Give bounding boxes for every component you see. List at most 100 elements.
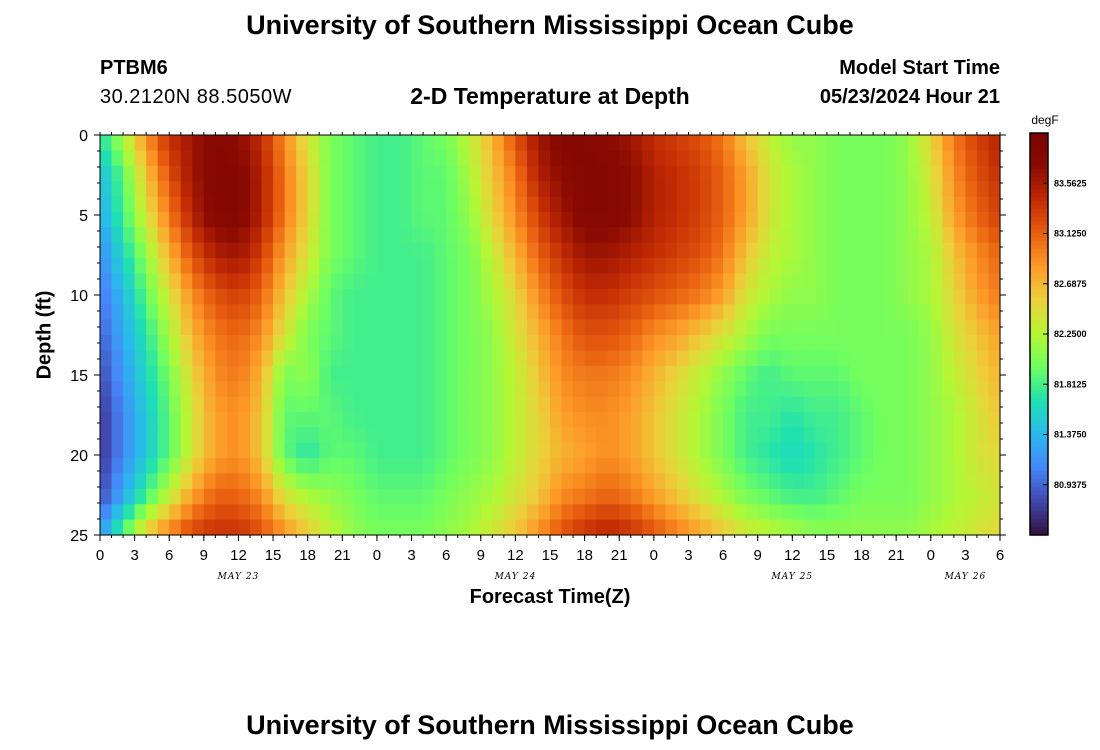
heatmap-cell [953, 458, 966, 475]
heatmap-cell [273, 211, 286, 228]
heatmap-cell [711, 273, 724, 290]
heatmap-cell [411, 488, 424, 505]
heatmap-cell [734, 396, 747, 413]
heatmap-cell [330, 288, 343, 305]
heatmap-cell [896, 181, 909, 198]
heatmap-cell [215, 504, 228, 521]
heatmap-cell [123, 288, 136, 305]
heatmap-cell [330, 427, 343, 444]
heatmap-cell [953, 381, 966, 398]
heatmap-cell [838, 304, 851, 321]
heatmap-cell [146, 519, 159, 536]
heatmap-cell [273, 304, 286, 321]
heatmap-cell [976, 473, 990, 490]
heatmap-cell [884, 458, 897, 475]
heatmap-cell [457, 165, 470, 182]
heatmap-cell [584, 365, 597, 382]
heatmap-cell [907, 135, 920, 151]
heatmap-cell [134, 504, 147, 521]
heatmap-cell [676, 427, 690, 444]
heatmap-cell [873, 473, 886, 490]
heatmap-cell [723, 442, 736, 459]
heatmap-cell [838, 135, 851, 151]
heatmap-cell [215, 258, 228, 275]
heatmap-cell [250, 165, 263, 182]
heatmap-cell [319, 150, 332, 167]
heatmap-cell [515, 396, 528, 413]
heatmap-cell [723, 181, 736, 198]
colorbar-segment [1030, 273, 1048, 279]
heatmap-cell [250, 319, 263, 336]
heatmap-cell [896, 365, 909, 382]
heatmap-cell [503, 242, 516, 259]
heatmap-cell [561, 442, 574, 459]
colorbar-segment [1030, 486, 1048, 492]
heatmap-cell [711, 519, 724, 536]
heatmap-cell [180, 242, 193, 259]
heatmap-cell [353, 242, 366, 259]
heatmap-cell [711, 304, 724, 321]
heatmap-cell [203, 381, 216, 398]
heatmap-cell [503, 150, 516, 167]
colorbar-segment [1030, 245, 1048, 251]
heatmap-cell [180, 504, 193, 521]
heatmap-cell [815, 350, 828, 367]
heatmap-cell [226, 365, 240, 382]
heatmap-cell [526, 473, 540, 490]
heatmap-cell [273, 135, 286, 151]
heatmap-cell [942, 427, 955, 444]
heatmap-cell [180, 319, 193, 336]
heatmap-cell [861, 335, 874, 351]
heatmap-cell [446, 396, 459, 413]
heatmap-cell [307, 150, 320, 167]
heatmap-cell [976, 350, 990, 367]
heatmap-cell [388, 196, 401, 213]
colorbar-segment [1030, 269, 1048, 275]
heatmap-cell [630, 335, 643, 351]
heatmap-cell [665, 335, 678, 351]
heatmap-cell [930, 135, 943, 151]
colorbar-segment [1030, 334, 1048, 339]
heatmap-cell [538, 227, 551, 244]
heatmap-cell [826, 135, 840, 151]
heatmap-cell [746, 488, 759, 505]
heatmap-cell [526, 504, 540, 521]
heatmap-cell [180, 396, 193, 413]
colorbar-segment [1030, 466, 1048, 472]
heatmap-cell [573, 427, 586, 444]
heatmap-cell [469, 150, 482, 167]
colorbar-segment [1030, 297, 1048, 303]
heatmap-cell [942, 335, 955, 351]
heatmap-cell [803, 427, 816, 444]
heatmap-cell [723, 365, 736, 382]
heatmap-cell [619, 411, 632, 428]
heatmap-cell [411, 458, 424, 475]
heatmap-cell [376, 304, 390, 321]
heatmap-cell [388, 319, 401, 336]
heatmap-cell [146, 442, 159, 459]
heatmap-cell [573, 211, 586, 228]
heatmap-cell [676, 150, 690, 167]
heatmap-cell [896, 319, 909, 336]
heatmap-cell [307, 273, 320, 290]
heatmap-cell [180, 350, 193, 367]
heatmap-cell [238, 135, 251, 151]
colorbar-tick-label: 83.1250 [1054, 229, 1087, 239]
heatmap-cell [607, 196, 620, 213]
heatmap-cell [561, 365, 574, 382]
colorbar-segment [1030, 522, 1048, 528]
heatmap-cell [457, 273, 470, 290]
heatmap-cell [250, 381, 263, 398]
heatmap-cell [711, 288, 724, 305]
heatmap-cell [353, 304, 366, 321]
heatmap-cell [700, 135, 713, 151]
heatmap-cell [769, 227, 782, 244]
heatmap-cell [376, 396, 390, 413]
heatmap-cell [988, 165, 1001, 182]
heatmap-cell [238, 504, 251, 521]
heatmap-cell [711, 442, 724, 459]
heatmap-cell [838, 196, 851, 213]
heatmap-cell [342, 365, 355, 382]
heatmap-cell [861, 288, 874, 305]
colorbar-segment [1030, 470, 1048, 476]
